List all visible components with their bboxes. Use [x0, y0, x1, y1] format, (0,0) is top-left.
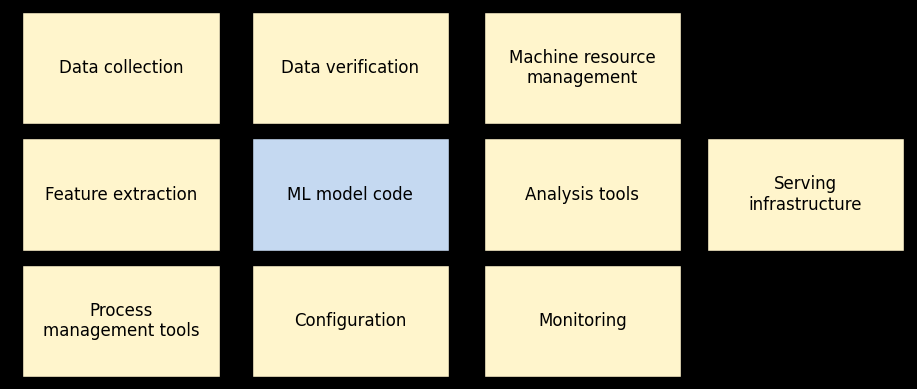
FancyBboxPatch shape	[706, 138, 904, 251]
FancyBboxPatch shape	[484, 12, 680, 124]
FancyBboxPatch shape	[251, 138, 449, 251]
Text: Feature extraction: Feature extraction	[45, 186, 197, 203]
Text: Serving
infrastructure: Serving infrastructure	[748, 175, 862, 214]
Text: Machine resource
management: Machine resource management	[509, 49, 656, 88]
FancyBboxPatch shape	[22, 12, 220, 124]
Text: Analysis tools: Analysis tools	[525, 186, 639, 203]
Text: Configuration: Configuration	[294, 312, 406, 330]
FancyBboxPatch shape	[22, 265, 220, 377]
Text: Process
management tools: Process management tools	[43, 301, 199, 340]
FancyBboxPatch shape	[251, 265, 449, 377]
FancyBboxPatch shape	[484, 138, 680, 251]
Text: ML model code: ML model code	[287, 186, 414, 203]
FancyBboxPatch shape	[22, 138, 220, 251]
FancyBboxPatch shape	[251, 12, 449, 124]
Text: Data collection: Data collection	[59, 59, 183, 77]
Text: Monitoring: Monitoring	[538, 312, 626, 330]
Text: Data verification: Data verification	[282, 59, 419, 77]
FancyBboxPatch shape	[484, 265, 680, 377]
